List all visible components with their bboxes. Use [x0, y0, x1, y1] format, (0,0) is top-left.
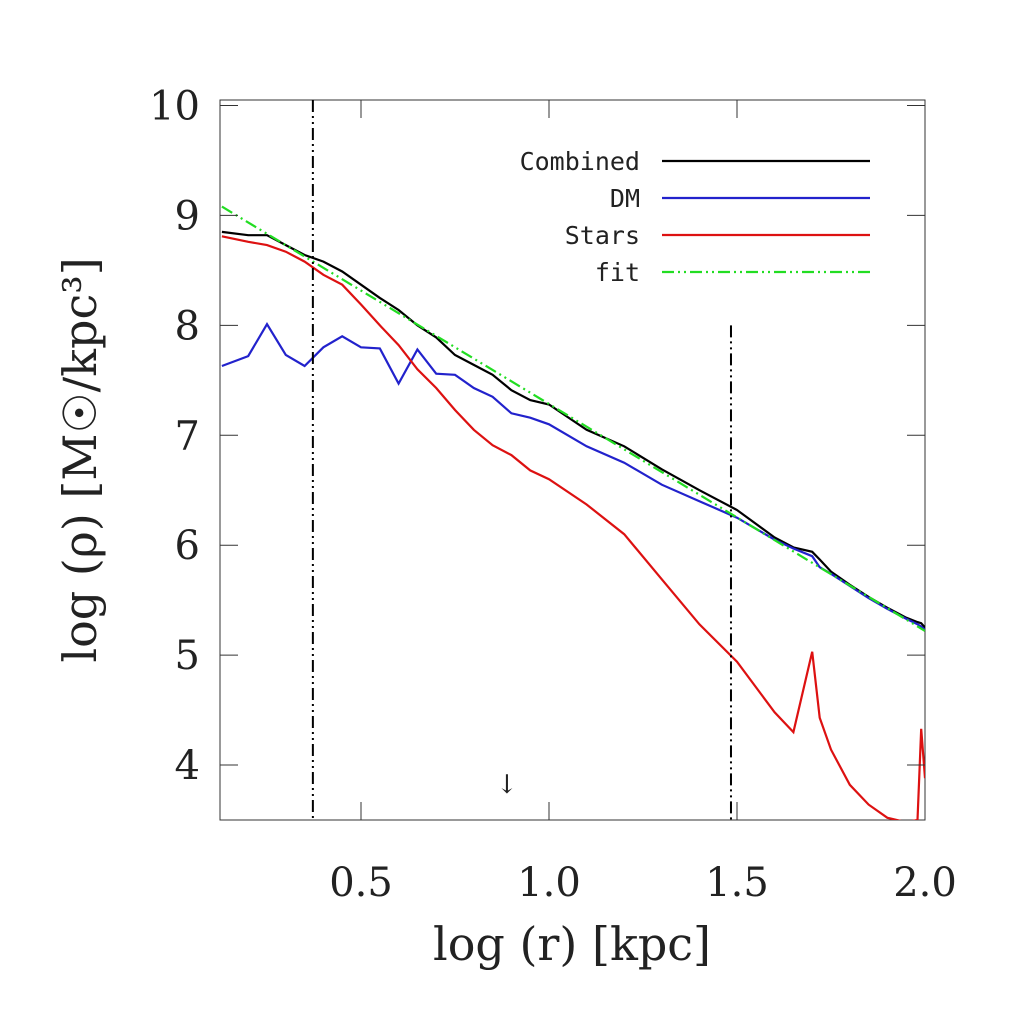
y-tick-label: 10: [149, 83, 200, 129]
annotation: ↓: [496, 770, 518, 800]
y-axis-label: log (ρ) [M☉/kpc³]: [53, 257, 107, 662]
x-tick-label: 2.0: [893, 860, 957, 906]
y-tick-label: 8: [175, 303, 200, 349]
series-line: [221, 322, 925, 631]
y-tick-label: 7: [175, 413, 200, 459]
x-axis-label: log (r) [kpc]: [433, 917, 711, 971]
y-tick-label: 6: [175, 523, 200, 569]
y-tick-label: 4: [175, 743, 200, 789]
plot-frame: [219, 99, 926, 821]
y-tick-label: 9: [175, 193, 200, 239]
legend-label: Combined: [520, 147, 640, 176]
series-line: [221, 235, 925, 820]
legend-label: fit: [595, 258, 640, 287]
x-tick-label: 1.5: [705, 860, 769, 906]
x-tick-label: 1.0: [517, 860, 581, 906]
plot-area: [221, 205, 925, 820]
legend-label: DM: [610, 184, 640, 213]
y-tick-label: 5: [175, 633, 200, 679]
legend-label: Stars: [565, 221, 640, 250]
x-tick-label: 0.5: [329, 860, 393, 906]
